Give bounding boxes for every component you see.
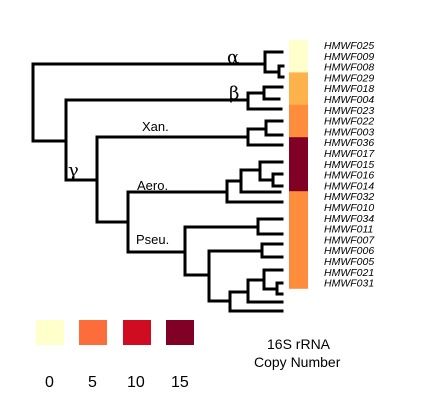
heatmap-cell	[289, 72, 308, 84]
heatmap-cell	[289, 83, 308, 95]
tip-label: HMWF025	[324, 40, 374, 52]
tip-label: HMWF034	[324, 213, 374, 225]
heatmap-cell	[289, 50, 308, 62]
tip-label: HMWF016	[324, 170, 374, 182]
heatmap-cell	[289, 104, 308, 116]
tip-label: HMWF017	[324, 148, 375, 160]
copy-number-heatmap	[289, 40, 308, 289]
tip-label: HMWF023	[324, 105, 374, 117]
tip-label: HMWF009	[324, 51, 374, 63]
tip-labels: HMWF025HMWF009HMWF008HMWF029HMWF018HMWF0…	[324, 40, 375, 290]
clade-label-pseu: Pseu.	[136, 232, 169, 247]
heatmap-cell	[289, 223, 308, 235]
legend-label-5: 5	[88, 374, 97, 391]
heatmap-cell	[289, 234, 308, 246]
heatmap-cell	[289, 180, 308, 192]
heatmap-cell	[289, 256, 308, 268]
heatmap-cell	[289, 277, 308, 289]
legend-label-0: 0	[45, 374, 54, 391]
heatmap-cell	[289, 126, 308, 138]
tip-label: HMWF014	[324, 180, 374, 192]
legend-title-line1: 16S rRNA	[267, 336, 331, 352]
heatmap-cell	[289, 94, 308, 106]
tip-label: HMWF003	[324, 126, 374, 138]
clade-label-aero: Aero.	[137, 178, 168, 193]
tip-label: HMWF031	[324, 278, 374, 290]
legend-swatch-15	[166, 320, 194, 345]
legend-swatch-5	[79, 320, 107, 345]
heatmap-cell	[289, 137, 308, 149]
tip-label: HMWF032	[324, 191, 374, 203]
tip-label: HMWF015	[324, 159, 374, 171]
clade-label-beta: β	[229, 83, 239, 104]
heatmap-cell	[289, 148, 308, 160]
legend-swatch-10	[123, 320, 151, 345]
tip-label: HMWF029	[324, 72, 374, 84]
tip-label: HMWF008	[324, 62, 374, 74]
tip-label: HMWF006	[324, 245, 374, 257]
heatmap-cell	[289, 169, 308, 181]
heatmap-cell	[289, 115, 308, 127]
clade-label-xan: Xan.	[142, 119, 169, 134]
heatmap-cell	[289, 245, 308, 257]
tip-label: HMWF018	[324, 83, 374, 95]
heatmap-cell	[289, 191, 308, 203]
tip-label: HMWF011	[324, 224, 373, 236]
heatmap-cell	[289, 40, 308, 52]
clade-label-gamma: γ	[68, 160, 79, 181]
tip-label: HMWF022	[324, 116, 374, 128]
legend: 0 5 10 15 16S rRNA Copy Number	[36, 320, 341, 391]
tip-label: HMWF004	[324, 94, 374, 106]
tip-label: HMWF010	[324, 202, 374, 214]
legend-swatch-0	[36, 320, 64, 345]
heatmap-cell	[289, 202, 308, 214]
tip-label: HMWF005	[324, 256, 374, 268]
heatmap-cell	[289, 212, 308, 224]
heatmap-cell	[289, 61, 308, 73]
legend-title-line2: Copy Number	[254, 354, 341, 370]
heatmap-cell	[289, 266, 308, 278]
clade-label-alpha: α	[227, 47, 239, 68]
heatmap-cell	[289, 158, 308, 170]
legend-label-15: 15	[171, 374, 189, 391]
legend-label-10: 10	[127, 374, 145, 391]
tip-label: HMWF021	[324, 267, 374, 279]
phylogenetic-tree	[31, 50, 285, 313]
tip-label: HMWF036	[324, 137, 374, 149]
tip-label: HMWF007	[324, 234, 375, 246]
